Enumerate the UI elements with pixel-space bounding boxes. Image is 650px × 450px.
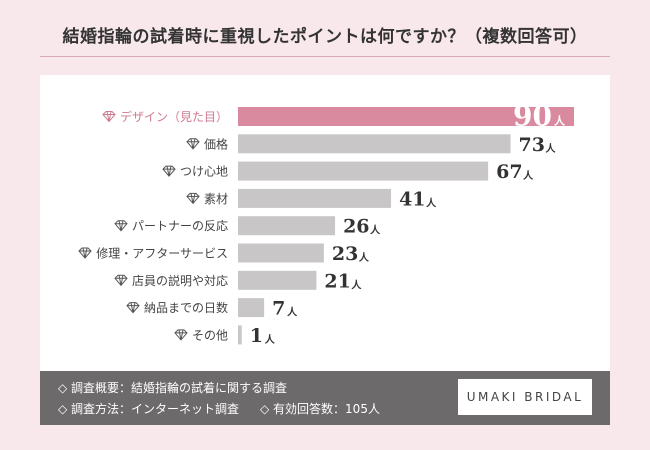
unit-label: 人 [554,114,566,128]
value-label: 41 [399,188,425,210]
unit-label: 人 [370,224,381,237]
category-label: 納品までの日数 [144,300,228,315]
category-label: つけ心地 [180,165,228,179]
category-label: パートナーの反応 [132,219,228,233]
diamond-icon [186,192,200,205]
unit-label: 人 [265,333,276,346]
bar [238,243,324,263]
category-label: デザイン（見た目） [120,109,228,124]
title-divider [40,56,610,57]
diamond-icon [186,138,200,150]
diamond-icon [174,329,188,341]
chart-title: 結婚指輪の試着時に重視したポイントは何ですか？（複数回答可） [62,27,588,47]
category-label: 修理・アフターサービス [96,246,228,261]
diamond-icon [126,302,140,314]
category-label: その他 [192,328,228,342]
diamond-icon [102,111,116,123]
survey-respondents: ◇ 有効回答数：105人 [260,402,380,416]
diamond-icon [78,247,92,259]
value-label: 1 [250,325,263,347]
bar [238,161,489,181]
diamond-icon [162,165,176,177]
unit-label: 人 [546,142,557,155]
chart-card: デザイン（見た目） 90 人価格 73 人つけ心地 67 人素材 41 人パートナーの反応 26 人… [40,75,610,425]
diamond-icon [114,220,128,232]
brand-logo[interactable]: UMAKI BRIDAL [458,379,592,415]
unit-label: 人 [426,196,437,209]
value-label: 73 [519,134,545,156]
value-label: 90 [513,100,552,133]
bar [238,325,242,345]
unit-label: 人 [351,278,362,291]
survey-method: ◇ 調査方法：インターネット調査 [58,402,240,416]
value-label: 23 [332,243,358,265]
survey-overview: ◇ 調査概要：結婚指輪の試着に関する調査 [58,381,288,395]
unit-label: 人 [523,169,534,182]
bar [238,188,392,208]
category-label: 店員の説明や対応 [132,273,228,288]
bar [238,216,336,236]
bar [238,298,265,318]
bar [238,134,511,154]
bar [238,270,317,290]
unit-label: 人 [359,251,370,264]
category-label: 素材 [204,192,228,206]
value-label: 21 [324,270,350,292]
value-label: 7 [272,298,285,320]
unit-label: 人 [287,306,298,319]
survey-footer: ◇ 調査概要：結婚指輪の試着に関する調査 ◇ 調査方法：インターネット調査 ◇ … [40,371,610,425]
category-label: 価格 [204,136,228,151]
bar [238,107,574,126]
value-label: 67 [496,161,522,183]
diamond-icon [114,274,128,287]
value-label: 26 [343,216,369,238]
